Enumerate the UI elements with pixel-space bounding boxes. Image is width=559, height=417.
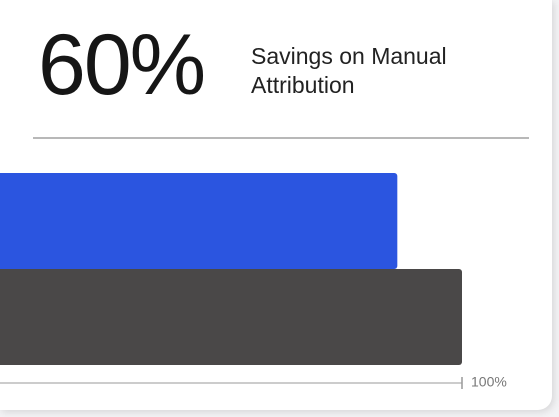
divider: [33, 137, 529, 139]
bar: [0, 173, 398, 269]
x-tick-label: 100%: [471, 374, 507, 390]
headline-stat: 60%: [38, 17, 206, 113]
chart: 100%: [0, 173, 507, 390]
bar: [0, 269, 462, 365]
stat-card: 60% Savings on Manual Attribution 100%: [0, 0, 552, 410]
stat-caption: Savings on Manual Attribution: [251, 43, 447, 98]
